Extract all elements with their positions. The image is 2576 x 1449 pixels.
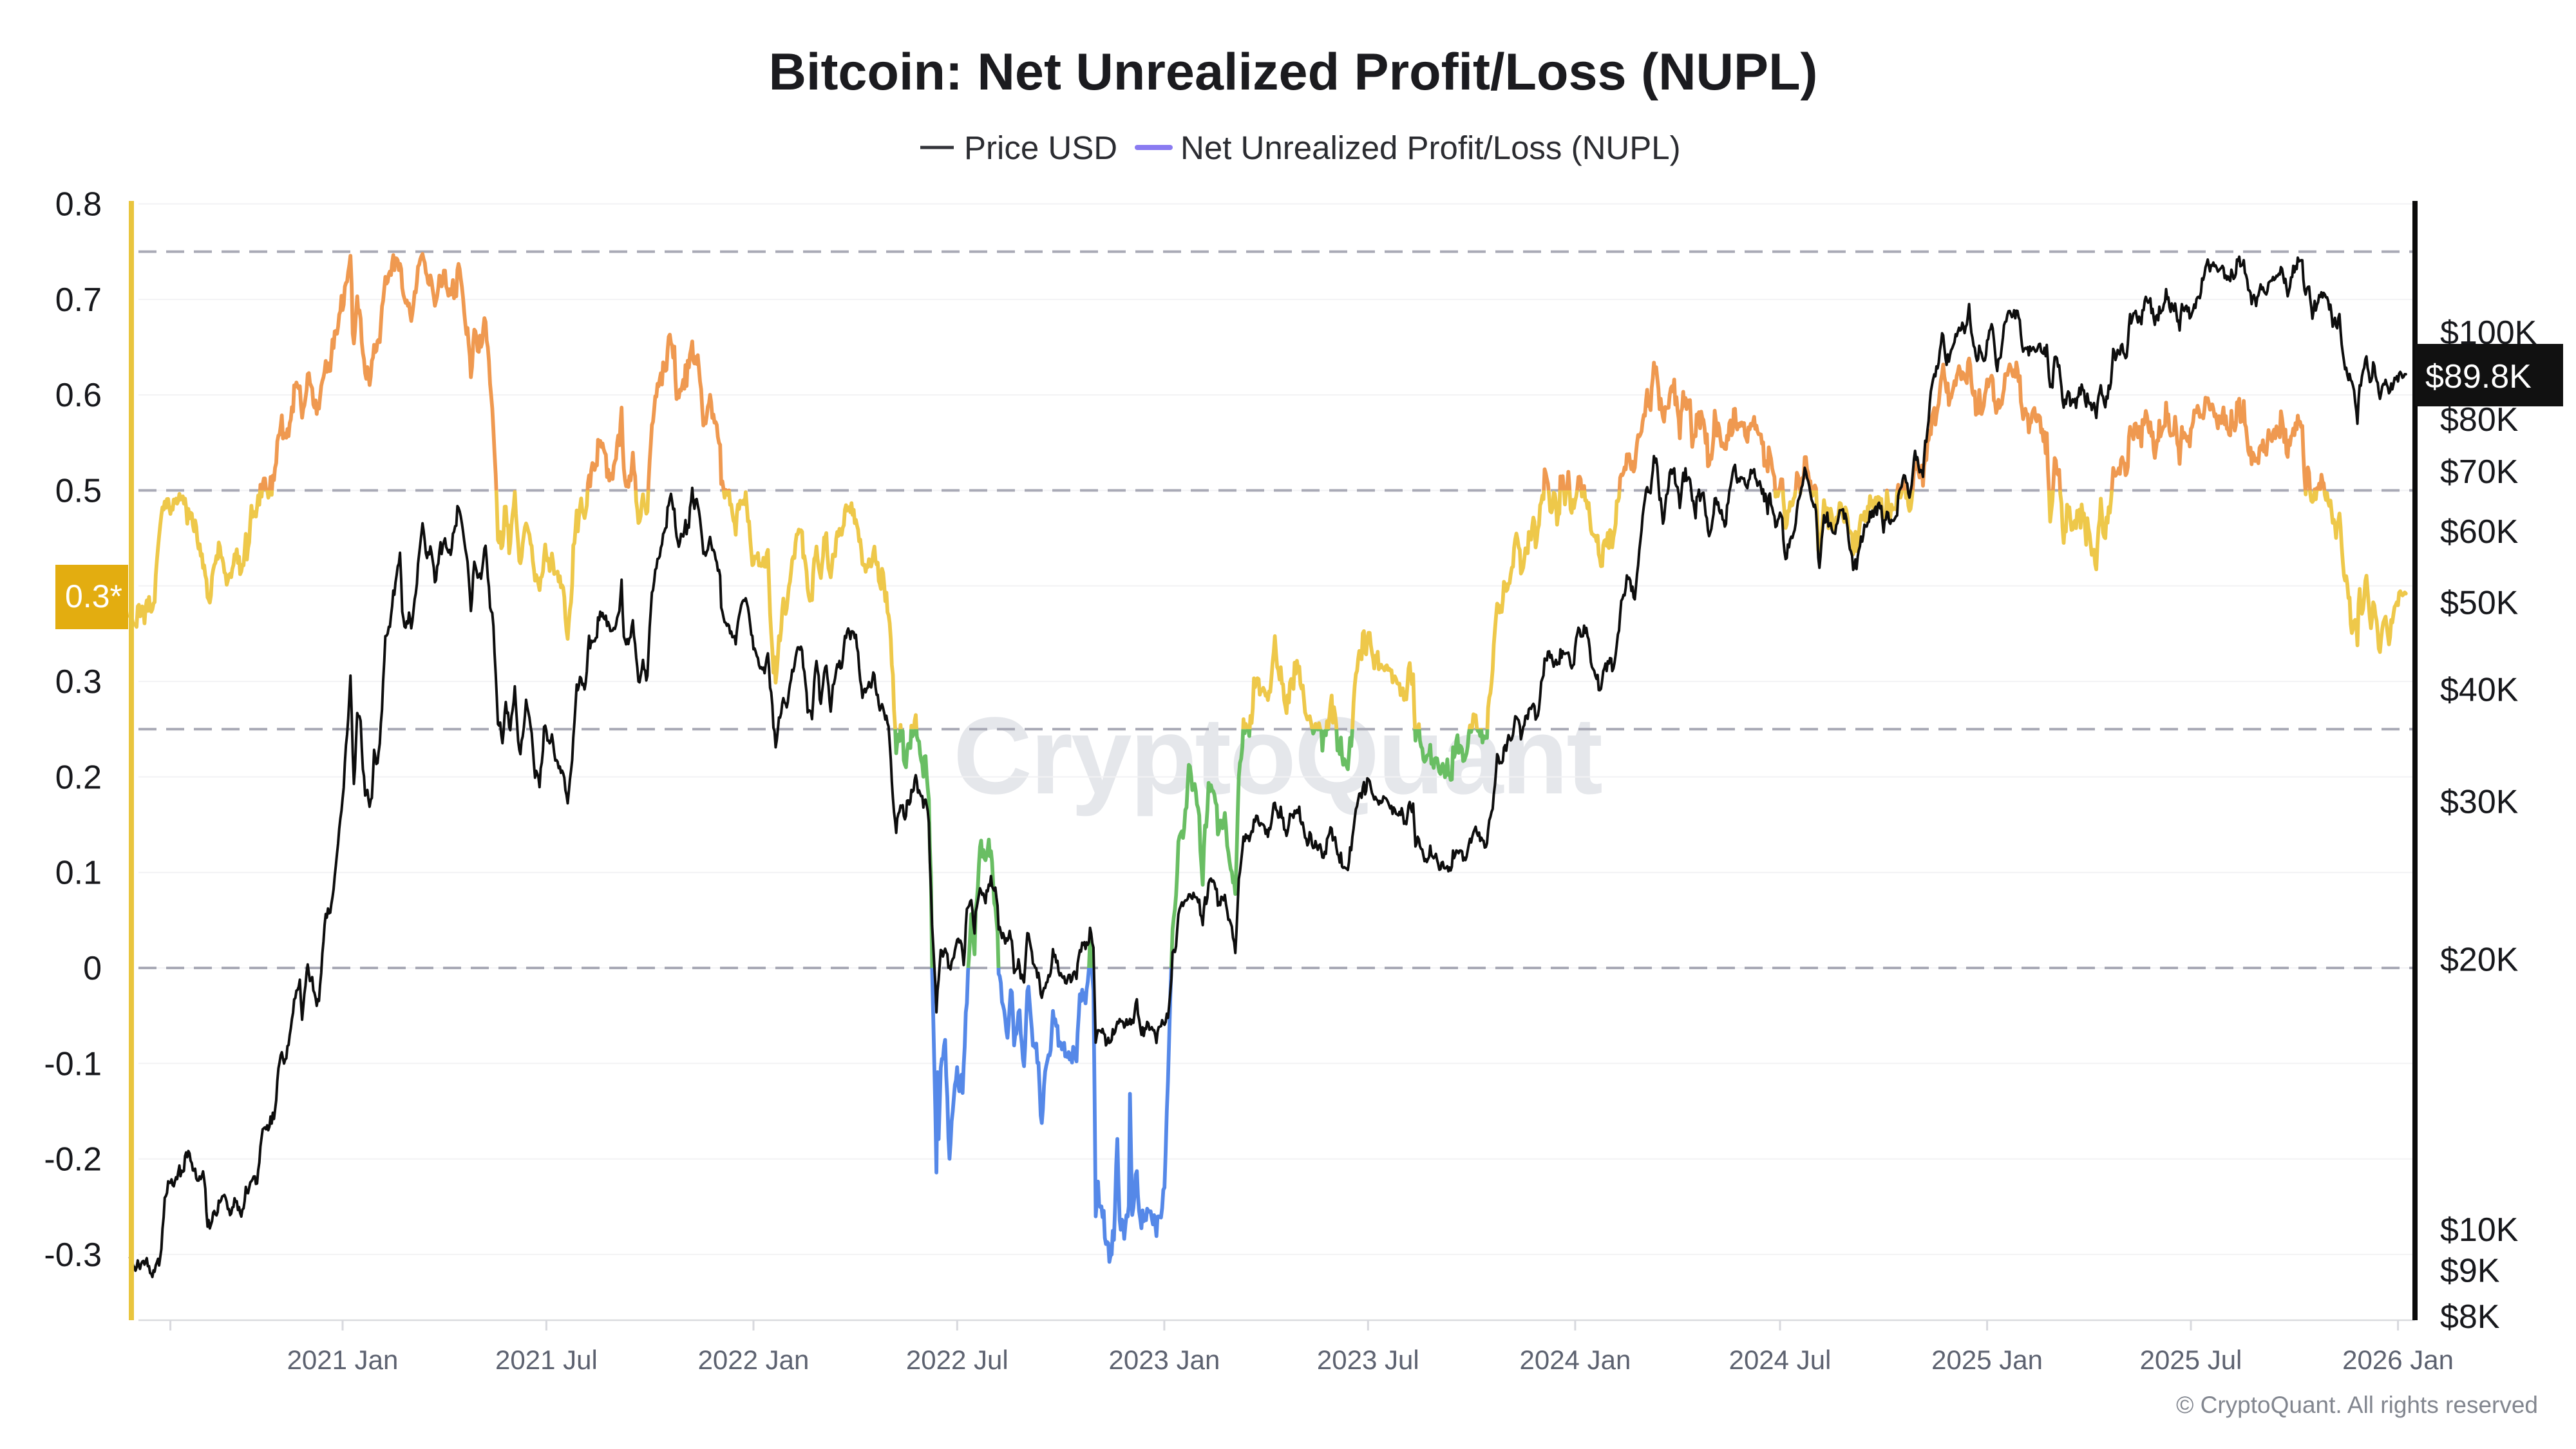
svg-text:2025 Jan: 2025 Jan — [1931, 1345, 2043, 1375]
svg-text:$9K: $9K — [2440, 1253, 2500, 1290]
svg-text:© CryptoQuant. All rights rese: © CryptoQuant. All rights reserved — [2176, 1392, 2538, 1418]
svg-text:$70K: $70K — [2440, 453, 2519, 491]
svg-text:2024 Jul: 2024 Jul — [1729, 1345, 1832, 1375]
svg-text:$40K: $40K — [2440, 671, 2519, 708]
svg-text:0.3*: 0.3* — [65, 578, 122, 614]
svg-text:2025 Jul: 2025 Jul — [2140, 1345, 2242, 1375]
svg-text:$80K: $80K — [2440, 401, 2519, 439]
svg-text:0.1: 0.1 — [55, 855, 102, 892]
svg-text:Net Unrealized Profit/Loss (NU: Net Unrealized Profit/Loss (NUPL) — [1180, 129, 1681, 166]
svg-text:0.7: 0.7 — [55, 281, 102, 319]
svg-text:-0.3: -0.3 — [44, 1236, 102, 1274]
svg-text:Price USD: Price USD — [964, 129, 1117, 166]
svg-text:0: 0 — [83, 950, 102, 987]
svg-text:Bitcoin: Net Unrealized Profit: Bitcoin: Net Unrealized Profit/Loss (NUP… — [768, 43, 1817, 101]
svg-text:0.2: 0.2 — [55, 759, 102, 796]
svg-text:0.6: 0.6 — [55, 377, 102, 414]
svg-text:2023 Jul: 2023 Jul — [1317, 1345, 1419, 1375]
svg-text:2022 Jan: 2022 Jan — [698, 1345, 810, 1375]
svg-text:0.8: 0.8 — [55, 186, 102, 223]
svg-text:0.5: 0.5 — [55, 473, 102, 510]
svg-text:$10K: $10K — [2440, 1211, 2519, 1249]
svg-text:2023 Jan: 2023 Jan — [1108, 1345, 1220, 1375]
svg-text:$89.8K: $89.8K — [2425, 358, 2532, 395]
svg-text:CryptoQuant: CryptoQuant — [953, 695, 1602, 817]
svg-text:$60K: $60K — [2440, 513, 2519, 551]
svg-text:2024 Jan: 2024 Jan — [1519, 1345, 1631, 1375]
svg-text:2026 Jan: 2026 Jan — [2342, 1345, 2454, 1375]
svg-text:2022 Jul: 2022 Jul — [906, 1345, 1009, 1375]
svg-text:$30K: $30K — [2440, 783, 2519, 820]
svg-text:-0.1: -0.1 — [44, 1045, 102, 1083]
svg-text:$20K: $20K — [2440, 942, 2519, 979]
svg-text:-0.2: -0.2 — [44, 1141, 102, 1179]
svg-text:$50K: $50K — [2440, 584, 2519, 621]
svg-text:$8K: $8K — [2440, 1298, 2500, 1336]
svg-text:2021 Jan: 2021 Jan — [287, 1345, 399, 1375]
svg-text:2021 Jul: 2021 Jul — [495, 1345, 598, 1375]
svg-text:0.3: 0.3 — [55, 663, 102, 701]
